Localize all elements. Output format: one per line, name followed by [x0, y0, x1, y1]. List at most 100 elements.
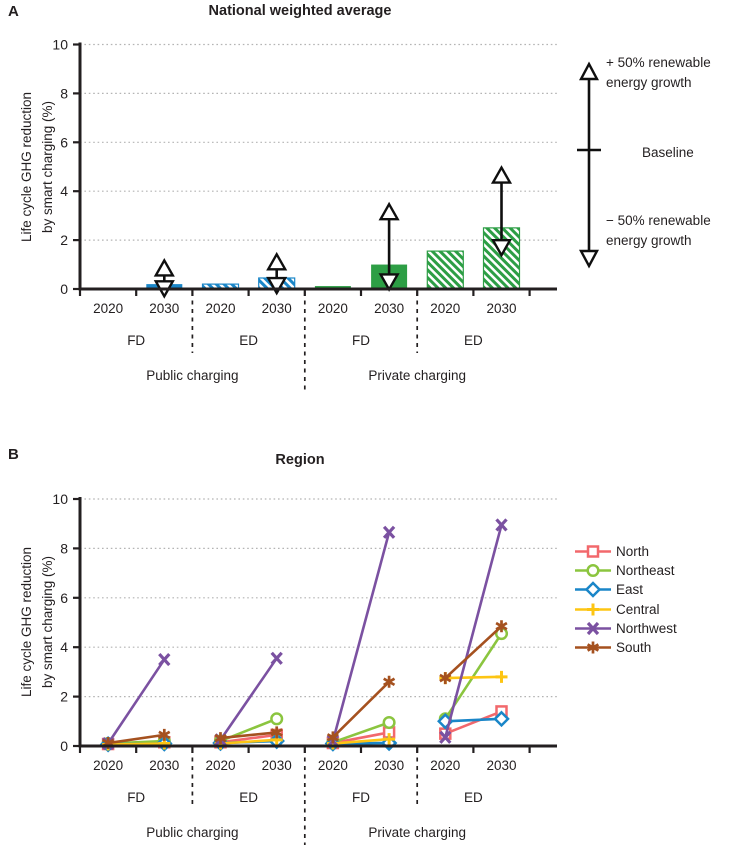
legend-item-northeast: Northeast	[574, 561, 677, 580]
axis-label: 2020	[430, 758, 460, 773]
marker-south	[270, 726, 283, 739]
axis-label: 2030	[262, 758, 292, 773]
legend-minus-renewable-label: − 50% renewable energy growth	[606, 213, 711, 249]
legend-series-label: South	[616, 640, 652, 656]
legend-series-label: Northwest	[616, 620, 677, 636]
axis-label: Private charging	[368, 368, 466, 383]
axis-label: FD	[127, 333, 145, 348]
line-south	[331, 680, 391, 739]
line-central	[445, 675, 502, 680]
square-marker-icon	[575, 545, 611, 558]
axis-label: 2020	[318, 301, 348, 316]
marker-south	[214, 732, 227, 745]
line-central	[332, 737, 390, 745]
axis-label: 6	[60, 590, 68, 606]
marker-south	[439, 672, 452, 685]
axis-label: 2	[60, 232, 68, 248]
panel-b-title: Region	[275, 452, 325, 468]
axis-label: FD	[352, 790, 370, 805]
line-north	[332, 731, 390, 745]
line-south	[220, 731, 277, 740]
line-northeast	[332, 721, 390, 744]
legend-item-north: North	[574, 542, 677, 561]
legend-series-label: Northeast	[616, 563, 675, 579]
line-northwest	[219, 657, 278, 741]
legend-series-label: Central	[616, 601, 660, 617]
axis-label: 2020	[205, 758, 235, 773]
legend-plus-renewable-label: + 50% renewable energy growth	[606, 55, 711, 91]
axis-label: 2030	[374, 301, 404, 316]
axis-label: 0	[60, 738, 68, 754]
line-northwest	[331, 532, 391, 742]
whisker-down-triangle-icon	[266, 276, 288, 296]
line-east	[445, 717, 502, 723]
marker-south	[326, 731, 339, 744]
legend-item-south: South	[574, 638, 677, 657]
line-south	[107, 733, 165, 745]
whisker-down-triangle-icon	[490, 239, 513, 258]
legend-item-central: Central	[574, 600, 677, 619]
marker-central	[383, 733, 396, 746]
axis-label: Public charging	[146, 368, 238, 383]
marker-south	[158, 728, 171, 741]
axis-label: FD	[127, 790, 145, 805]
marker-northwest	[586, 621, 600, 635]
line-central	[108, 742, 165, 746]
plus-marker-icon	[575, 603, 611, 616]
marker-northwest	[158, 652, 171, 667]
whisker-up-triangle-icon	[378, 201, 400, 221]
panel-a-letter: A	[8, 3, 19, 20]
axis-label: 2020	[205, 301, 235, 316]
line-north	[444, 710, 502, 735]
axis-label: 4	[60, 639, 68, 655]
axis-label: Public charging	[146, 825, 238, 840]
whisker-up-triangle-icon	[153, 258, 175, 277]
panel-b-legend: North Northeast East Central Northwest South	[574, 542, 677, 657]
whisker-up-triangle-icon	[490, 165, 513, 184]
legend-item-northwest: Northwest	[574, 619, 677, 638]
circle-marker-icon	[575, 564, 611, 578]
asterisk-marker-icon	[575, 641, 611, 654]
axis-label: 8	[60, 540, 68, 556]
marker-central	[495, 670, 508, 683]
axis-label: 2030	[149, 758, 179, 773]
marker-northwest	[495, 518, 508, 532]
legend-down-triangle-icon	[579, 249, 599, 269]
marker-central	[587, 603, 599, 616]
legend-baseline-label: Baseline	[642, 145, 694, 160]
marker-south	[495, 620, 508, 633]
x-marker-icon	[575, 621, 611, 635]
axis-label: ED	[464, 790, 483, 805]
marker-northwest	[270, 651, 283, 665]
axis-label: 2	[60, 689, 68, 705]
axis-label: 2030	[486, 301, 516, 316]
legend-series-label: North	[616, 544, 650, 560]
axis-label: ED	[239, 790, 258, 805]
bar-private-charging-ed-2020	[426, 250, 464, 290]
legend-a-arrow	[577, 61, 601, 269]
line-south	[444, 625, 503, 680]
marker-northeast	[382, 715, 396, 730]
marker-north	[586, 545, 600, 558]
legend-item-east: East	[574, 580, 677, 599]
legend-up-triangle-icon	[579, 61, 599, 81]
axis-label: 6	[60, 134, 68, 150]
whisker-down-triangle-icon	[378, 273, 400, 292]
axis-label: 10	[52, 491, 68, 507]
marker-east	[493, 710, 510, 728]
axis-label: 8	[60, 85, 68, 101]
axis-label: 4	[60, 183, 68, 199]
marker-south	[383, 675, 396, 688]
panel-a-plot: 0 2 4 6 8 10 2020 2030 2020 2030 2020 2030 2020 2030 F…	[52, 37, 557, 393]
marker-northwest	[439, 730, 452, 744]
diamond-marker-icon	[575, 581, 611, 599]
axis-label: 0	[60, 281, 68, 297]
axis-label: 10	[52, 37, 68, 53]
axis-label: ED	[464, 333, 483, 348]
axis-label: 2020	[318, 758, 348, 773]
marker-northeast	[586, 564, 600, 578]
axis-label: 2030	[262, 301, 292, 316]
line-northwest	[444, 524, 503, 738]
axis-label: 2020	[430, 301, 460, 316]
